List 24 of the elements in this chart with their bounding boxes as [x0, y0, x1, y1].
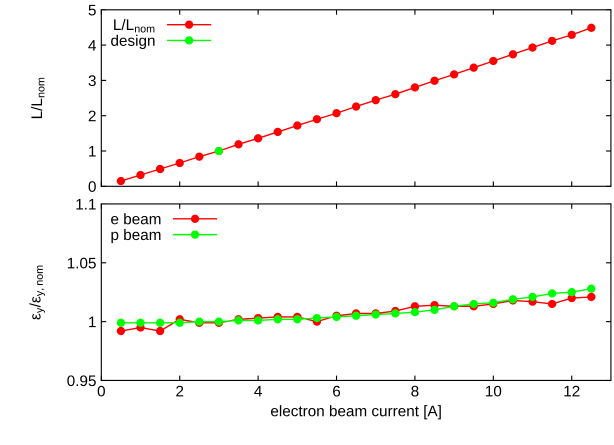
y-tick-label: 3 [88, 75, 96, 86]
y-tick-label: 4 [88, 40, 96, 51]
x-tick-label: 0 [98, 386, 105, 397]
y-axis-title: L/L$_{nom}$ [30, 78, 45, 118]
x-tick-label: 6 [333, 386, 340, 397]
y-tick-label: 1 [89, 146, 96, 157]
y-tick-label: 2 [88, 110, 96, 122]
legend-label: p beam [111, 228, 160, 244]
legend-label: design [111, 34, 155, 49]
y-tick-label: 5 [88, 4, 96, 16]
y-tick-label: 1.05 [68, 258, 96, 268]
legend-label: e beam [111, 213, 160, 224]
x-tick-label: 4 [254, 386, 262, 396]
x-tick-label: 12 [564, 386, 580, 396]
x-tick-label: 10 [486, 386, 502, 397]
x-tick-label: 2 [176, 386, 184, 396]
y-tick-label: 1.1 [76, 198, 96, 210]
legend-label: L/L$_{nom}$ [114, 18, 154, 32]
y-tick-label: 0.95 [67, 375, 96, 386]
y-tick-label: 0 [88, 181, 96, 192]
x-tick-label: 8 [411, 386, 419, 397]
y-axis-title: ε$_{y}$/ε$_{y,nom}$ [29, 266, 46, 320]
x-axis-title: electron beam current [A] [271, 405, 441, 420]
y-tick-label: 1 [89, 316, 96, 328]
